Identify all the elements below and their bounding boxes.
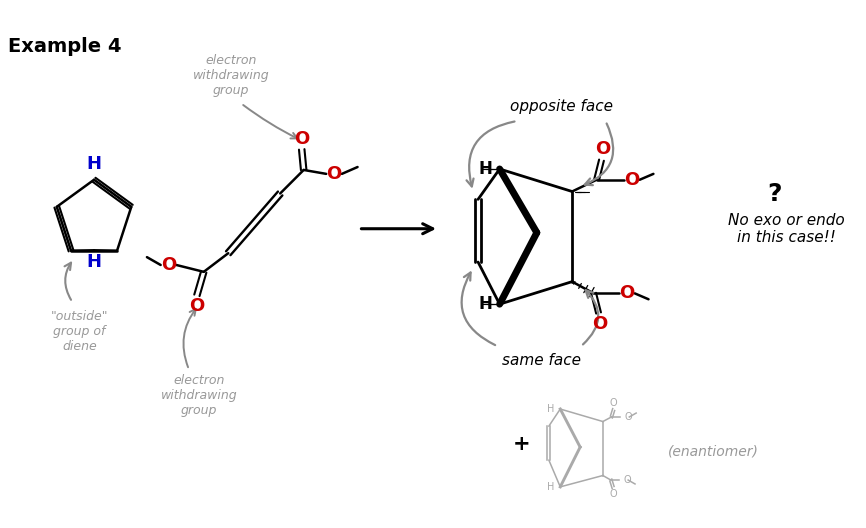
Text: H: H <box>547 404 554 414</box>
Text: ?: ? <box>767 183 782 206</box>
Text: Example 4: Example 4 <box>8 37 121 56</box>
Text: H: H <box>87 155 101 173</box>
Text: H: H <box>479 160 493 178</box>
Text: same face: same face <box>502 353 581 367</box>
Text: O: O <box>610 398 617 408</box>
Text: O: O <box>294 129 309 148</box>
Text: O: O <box>161 256 176 274</box>
Text: (enantiomer): (enantiomer) <box>668 444 759 458</box>
Text: O: O <box>624 171 639 188</box>
Text: O: O <box>326 165 342 183</box>
Text: O: O <box>610 489 617 499</box>
Text: O: O <box>595 140 611 158</box>
Text: O: O <box>624 475 631 485</box>
Text: O: O <box>190 297 204 315</box>
Text: electron
withdrawing
group: electron withdrawing group <box>160 374 237 417</box>
Text: electron
withdrawing
group: electron withdrawing group <box>193 54 269 97</box>
Text: H: H <box>547 482 554 492</box>
Text: O: O <box>619 285 635 303</box>
Text: opposite face: opposite face <box>510 99 613 114</box>
Text: H: H <box>87 253 101 271</box>
Text: "outside"
group of
diene: "outside" group of diene <box>50 310 108 353</box>
Text: H: H <box>479 295 493 313</box>
Text: O: O <box>624 412 632 422</box>
Text: O: O <box>591 315 607 333</box>
Text: No exo or endo
in this case!!: No exo or endo in this case!! <box>728 213 845 245</box>
Text: +: + <box>513 434 530 454</box>
